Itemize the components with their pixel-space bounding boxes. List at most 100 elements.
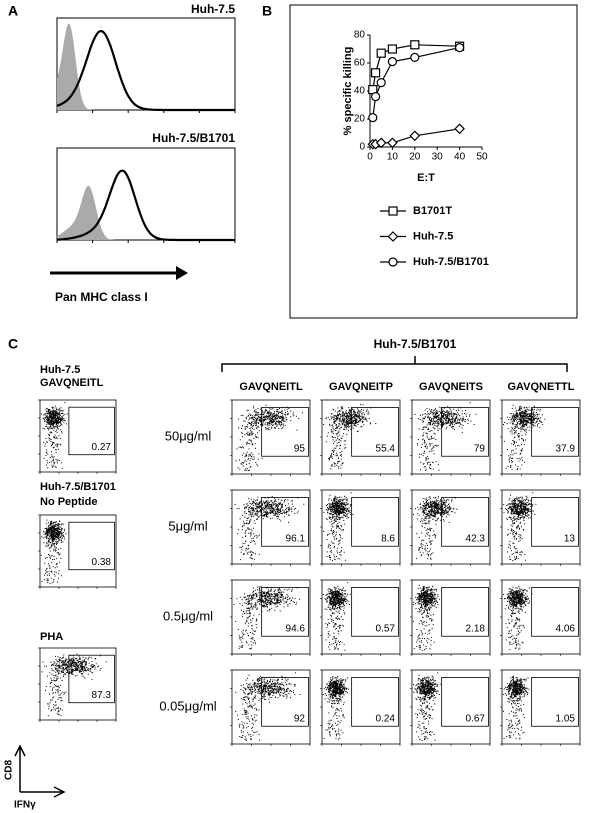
event-dots [503, 585, 533, 651]
gate [68, 521, 115, 571]
marker [375, 137, 387, 149]
histogram-frame [56, 17, 236, 111]
event-dots [412, 584, 440, 651]
flow-plot: 94.6 [230, 579, 311, 656]
gate-percent: 87.3 [92, 690, 112, 701]
plot-frame [411, 489, 491, 565]
gate [261, 677, 309, 727]
gate [441, 587, 489, 637]
marker [376, 48, 386, 58]
marker [455, 42, 465, 53]
row-label: 50μg/ml [165, 428, 212, 443]
plot-frame [321, 669, 401, 745]
x-axis-label: E:T [417, 172, 435, 184]
x-tick-label: 0 [367, 152, 373, 163]
row-label: 5μg/ml [168, 518, 207, 533]
gate-percent: 2.18 [466, 623, 486, 634]
column-label: GAVQNETTL [507, 381, 574, 393]
flow-plot: 2.18 [410, 579, 491, 656]
event-dots [40, 519, 67, 585]
event-dots [235, 404, 304, 472]
gate [261, 496, 309, 547]
event-dots [502, 675, 530, 740]
row-label: 0.5μg/ml [163, 608, 213, 623]
gate-percent: 95 [294, 443, 306, 454]
flow-plot: 79 [410, 399, 491, 476]
gate-percent: 8.6 [381, 533, 395, 544]
marker [387, 231, 399, 242]
series-line [372, 44, 460, 90]
axis-glyph [14, 744, 66, 798]
gate-percent: 0.57 [376, 623, 396, 634]
gate-percent: 13 [564, 533, 576, 544]
flow-plot: 55.4 [320, 399, 401, 476]
event-dots [503, 492, 537, 561]
x-tick-label: 20 [409, 152, 421, 163]
marker [368, 112, 378, 123]
marker [371, 68, 381, 78]
control-label: Huh-7.5/B1701 [40, 481, 116, 493]
event-dots [235, 672, 301, 741]
gate-percent: 4.06 [556, 623, 576, 634]
group-bracket [221, 356, 568, 372]
column-label: GAVQNEITP [329, 381, 393, 393]
plot-frame [501, 399, 581, 475]
marker [388, 206, 398, 216]
y-axis-label: % specific killing [342, 47, 354, 136]
marker [388, 257, 398, 267]
gate [531, 587, 579, 637]
control-label: GAVQNEITL [40, 377, 104, 389]
gate [351, 677, 399, 727]
gate [441, 677, 489, 727]
gate [531, 406, 579, 457]
event-dots [234, 495, 305, 561]
y-tick-label: 60 [354, 58, 366, 69]
flow-plot: 1.05 [500, 669, 581, 746]
gate [351, 496, 399, 547]
gate-percent: 79 [474, 443, 486, 454]
gate [531, 677, 579, 727]
control-label: No Peptide [40, 496, 97, 508]
legend-label: Huh-7.5 [413, 230, 453, 242]
gate-percent: 42.3 [466, 533, 486, 544]
gate [68, 406, 115, 456]
gate [531, 496, 579, 547]
gate-percent: 0.38 [92, 557, 112, 568]
gate-percent: 96.1 [286, 533, 306, 544]
axis-label: Pan MHC class I [55, 290, 148, 304]
plot-frame [39, 514, 117, 588]
flow-plot: 0.24 [320, 669, 401, 746]
gate-percent: 0.24 [376, 713, 396, 724]
panel-frame [289, 4, 578, 319]
gate [441, 496, 489, 547]
panel-label: A [8, 3, 18, 19]
x-axis-label: IFNγ [14, 800, 36, 811]
x-tick-label: 50 [476, 152, 488, 163]
legend-label: B1701T [413, 205, 452, 217]
gate [441, 406, 489, 457]
histogram-title: Huh-7.5 [191, 2, 235, 16]
flow-plot: 0.67 [410, 669, 491, 746]
gate [261, 587, 309, 637]
gate [351, 406, 399, 457]
row-label: 0.05μg/ml [159, 698, 216, 713]
histogram-control [57, 185, 235, 240]
panel-label: B [262, 3, 272, 19]
marker [454, 123, 465, 135]
y-tick-label: 20 [354, 114, 366, 125]
flow-plot: 8.6 [320, 489, 401, 566]
gate [261, 406, 309, 457]
gate-percent: 55.4 [376, 443, 396, 454]
gate-percent: 94.6 [286, 623, 306, 634]
gate [351, 587, 399, 637]
panel-label: C [8, 336, 18, 352]
flow-plot: 13 [500, 489, 581, 566]
event-dots [413, 495, 458, 560]
marker [387, 137, 398, 149]
histogram-stained [56, 29, 235, 112]
marker [376, 77, 386, 88]
control-label: Huh-7.5 [40, 364, 80, 376]
flow-plot: 4.06 [500, 579, 581, 656]
flow-plot: 0.57 [320, 579, 401, 656]
